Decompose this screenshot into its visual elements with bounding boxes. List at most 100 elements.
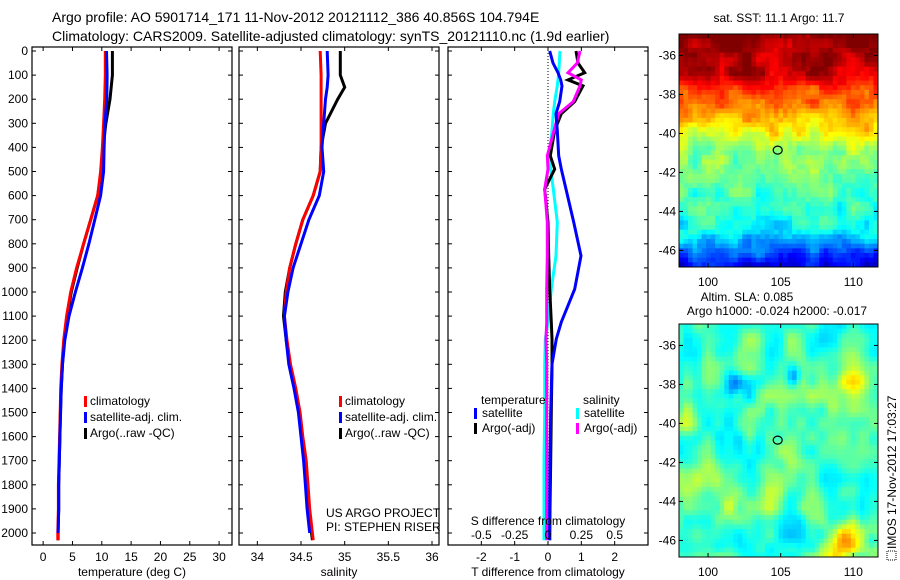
map-cell <box>841 173 847 179</box>
map-cell <box>688 468 693 474</box>
map-cell <box>828 71 834 77</box>
map-cell <box>733 253 739 259</box>
map-cell <box>868 342 874 348</box>
map-cell <box>688 473 693 479</box>
map-cell <box>701 225 707 231</box>
map-cell <box>688 239 693 245</box>
map-cell <box>846 356 852 362</box>
map-cell <box>828 136 834 142</box>
map-cell <box>783 473 788 479</box>
map-cell <box>751 248 757 254</box>
map-lon-label: 110 <box>844 275 863 289</box>
map-cell <box>737 206 743 212</box>
map-cell <box>769 505 775 511</box>
map-cell <box>733 384 739 390</box>
map-cell <box>755 356 761 362</box>
map-cell <box>832 211 838 217</box>
map-cell <box>837 178 843 184</box>
map-cell <box>742 108 748 114</box>
map-cell <box>760 412 766 418</box>
map-cell <box>692 220 698 226</box>
map-cell <box>728 445 734 451</box>
map-cell <box>846 197 852 203</box>
map-cell <box>715 403 721 409</box>
map-cell <box>746 496 752 502</box>
map-cell <box>737 337 743 344</box>
map-cell <box>810 225 816 231</box>
map-cell <box>679 505 684 511</box>
map-cell <box>841 257 847 263</box>
map-cell <box>710 412 716 418</box>
map-cell <box>751 501 757 507</box>
map-cell <box>706 47 712 54</box>
map-cell <box>778 417 784 423</box>
map-cell <box>792 85 797 91</box>
map-cell <box>773 47 779 54</box>
map-cell <box>715 150 721 156</box>
map-cell <box>760 496 766 502</box>
map-cell <box>832 505 838 511</box>
map-cell <box>773 113 779 119</box>
map-cell <box>864 324 870 330</box>
map-cell <box>715 99 721 105</box>
map-cell <box>792 356 797 362</box>
map-cell <box>737 543 743 549</box>
map-cell <box>697 141 703 147</box>
map-cell <box>755 169 761 175</box>
map-cell <box>751 328 757 334</box>
map-cell <box>814 57 820 63</box>
map-cell <box>760 342 766 348</box>
map-cell <box>864 57 870 63</box>
map-cell <box>769 229 775 235</box>
map-cell <box>796 412 802 418</box>
map-cell <box>823 192 829 198</box>
map-cell <box>855 403 861 409</box>
map-cell <box>769 421 775 427</box>
map-cell <box>737 445 743 451</box>
map-cell <box>715 253 721 259</box>
map-cell <box>773 356 779 362</box>
map-cell <box>783 136 788 142</box>
map-cell <box>724 192 730 198</box>
map-cell <box>787 459 793 465</box>
map-cell <box>841 178 847 184</box>
map-cell <box>719 141 725 147</box>
map-cell <box>751 150 757 156</box>
map-cell <box>801 80 807 86</box>
map-cell <box>801 510 807 516</box>
map-cell <box>814 342 820 348</box>
map-cell <box>778 403 784 409</box>
map-cell <box>742 547 748 553</box>
map-cell <box>701 80 707 86</box>
map-cell <box>683 262 689 268</box>
map-cell <box>746 333 752 339</box>
map-cell <box>823 519 829 525</box>
map-cell <box>841 384 847 390</box>
map-cell <box>805 206 811 212</box>
map-cell <box>742 337 748 344</box>
map-cell <box>846 365 852 371</box>
map-cell <box>688 547 693 553</box>
map-cell <box>773 463 779 469</box>
map-cell <box>683 510 689 516</box>
map-cell <box>719 103 725 109</box>
map-cell <box>692 206 698 212</box>
map-cell <box>751 66 757 72</box>
map-cell <box>755 431 761 437</box>
map-cell <box>773 94 779 100</box>
map-cell <box>773 145 779 151</box>
map-cell <box>846 449 852 455</box>
map-cell <box>737 117 743 123</box>
map-cell <box>769 66 775 72</box>
map-cell <box>742 187 748 193</box>
map-cell <box>783 328 788 334</box>
map-cell <box>746 487 752 493</box>
map-lat-label: -46 <box>659 243 677 257</box>
map-cell <box>873 183 879 189</box>
map-cell <box>769 403 775 409</box>
map-cell <box>755 66 761 72</box>
map-cell <box>859 225 865 231</box>
map-cell <box>783 229 788 235</box>
map-cell <box>801 324 807 330</box>
map-cell <box>679 459 684 465</box>
